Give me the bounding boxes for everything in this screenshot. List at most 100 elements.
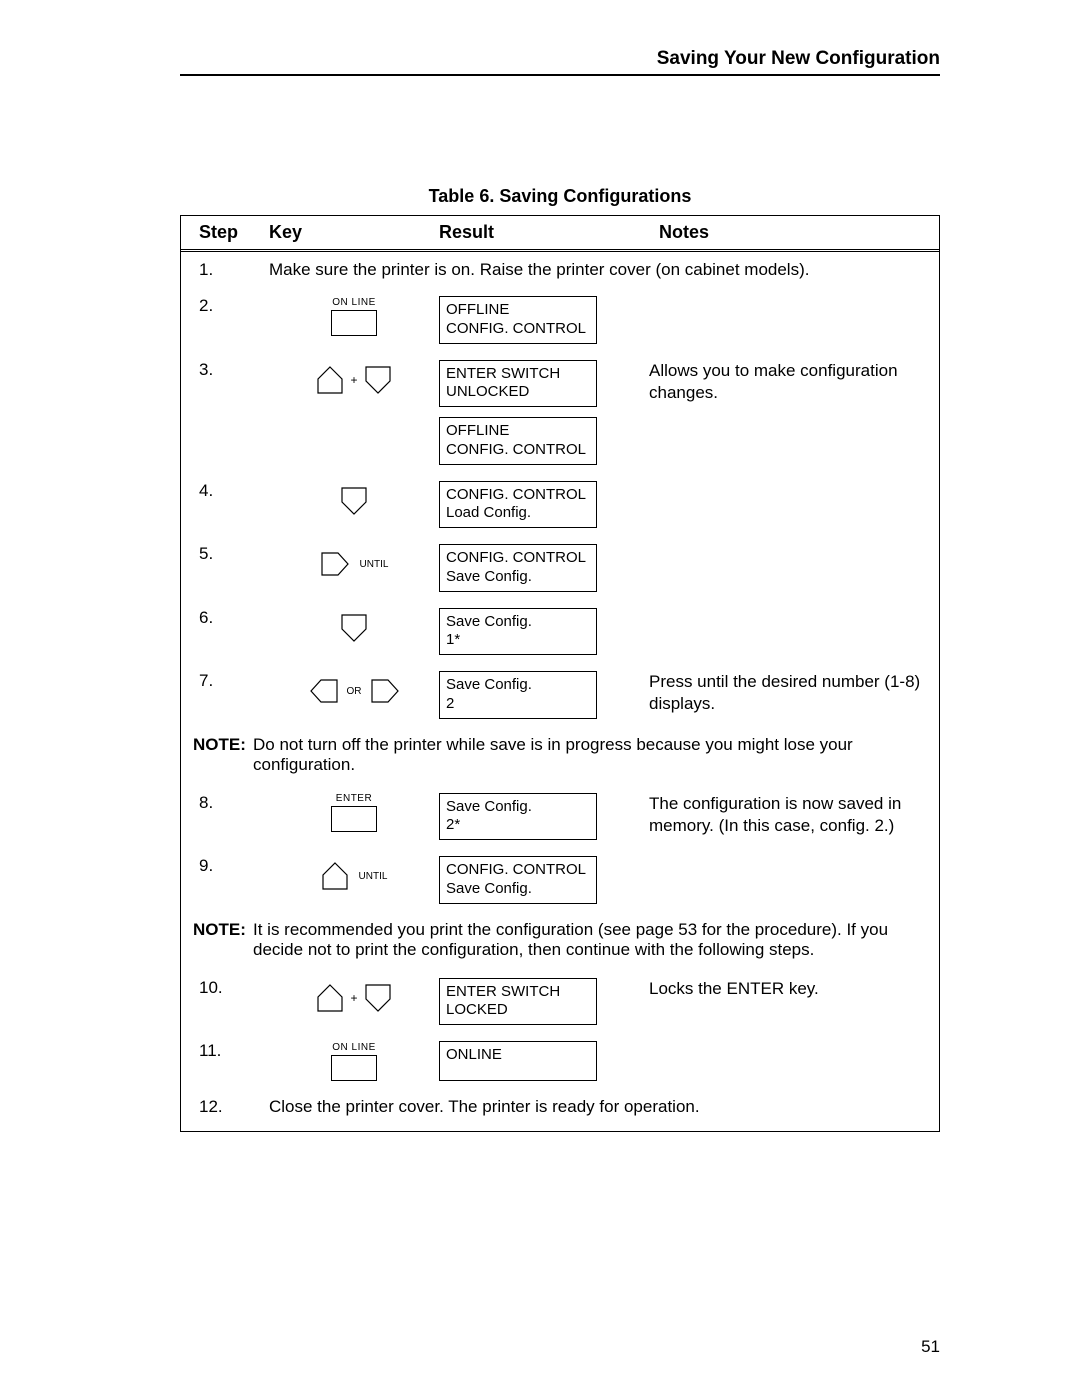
- step-number: 8.: [181, 793, 269, 813]
- note-label: NOTE:: [193, 920, 253, 960]
- down-key-icon: [340, 613, 368, 643]
- up-key-icon: [316, 365, 344, 395]
- note-row: NOTE: It is recommended you print the co…: [181, 912, 939, 970]
- key-cell: UNTIL: [269, 544, 439, 584]
- key-label: ON LINE: [332, 297, 376, 308]
- down-key-icon: [364, 365, 392, 395]
- step-number: 1.: [181, 260, 269, 280]
- result-cell: ENTER SWITCH LOCKED: [439, 978, 649, 1026]
- result-cell: CONFIG. CONTROL Save Config.: [439, 544, 649, 592]
- table-row: 5. UNTIL CONFIG. CONTROL Save Config.: [181, 536, 939, 600]
- table-row: 6. Save Config. 1*: [181, 600, 939, 664]
- prev-key-icon: [309, 678, 339, 704]
- step-number: 12.: [181, 1097, 269, 1117]
- online-key-icon: ON LINE: [331, 1042, 377, 1081]
- up-plus-down-keys-icon: +: [316, 983, 391, 1013]
- key-label: ENTER: [336, 793, 372, 804]
- notes-cell: Locks the ENTER key.: [649, 978, 939, 1000]
- table-row: 1. Make sure the printer is on. Raise th…: [181, 252, 939, 288]
- key-cell: ON LINE: [269, 296, 439, 336]
- up-key-icon: [321, 861, 349, 891]
- col-header-key: Key: [269, 222, 439, 243]
- step-number: 6.: [181, 608, 269, 628]
- plus-label: +: [348, 991, 359, 1005]
- result-line: LOCKED: [446, 1001, 590, 1020]
- result-box: ENTER SWITCH UNLOCKED: [439, 360, 597, 408]
- note-row: NOTE: Do not turn off the printer while …: [181, 727, 939, 785]
- key-cell: ON LINE: [269, 1041, 439, 1081]
- note-text: Do not turn off the printer while save i…: [253, 735, 923, 775]
- result-box: Save Config. 1*: [439, 608, 597, 656]
- key-cell: +: [269, 360, 439, 400]
- col-header-result: Result: [439, 222, 649, 243]
- down-key-icon: [364, 983, 392, 1013]
- table-row: 9. UNTIL CONFIG. CONTROL Save Config.: [181, 848, 939, 912]
- table-caption: Table 6. Saving Configurations: [180, 186, 940, 207]
- result-line: CONFIG. CONTROL: [446, 441, 590, 460]
- table-row: 4. CONFIG. CONTROL Load Config.: [181, 473, 939, 537]
- table-row: 8. ENTER Save Config. 2* The configurati…: [181, 785, 939, 849]
- result-line: OFFLINE: [446, 301, 590, 320]
- prev-or-next-keys-icon: OR: [309, 678, 400, 704]
- step-number: 2.: [181, 296, 269, 316]
- note-label: NOTE:: [193, 735, 253, 775]
- key-label: ON LINE: [332, 1042, 376, 1053]
- note-text: It is recommended you print the configur…: [253, 920, 923, 960]
- rect-key-icon: [331, 310, 377, 336]
- result-line: ONLINE: [446, 1046, 590, 1065]
- result-box: OFFLINE CONFIG. CONTROL: [439, 296, 597, 344]
- result-line: CONFIG. CONTROL: [446, 549, 590, 568]
- up-plus-down-keys-icon: +: [316, 365, 391, 395]
- notes-cell: The configuration is now saved in memory…: [649, 793, 939, 837]
- up-key-icon: [316, 983, 344, 1013]
- key-cell: [269, 481, 439, 521]
- result-cell: CONFIG. CONTROL Save Config.: [439, 856, 649, 904]
- result-box: Save Config. 2: [439, 671, 597, 719]
- result-cell: CONFIG. CONTROL Load Config.: [439, 481, 649, 529]
- step-number: 9.: [181, 856, 269, 876]
- step-number: 5.: [181, 544, 269, 564]
- table-header-row: Step Key Result Notes: [181, 216, 939, 252]
- step-number: 10.: [181, 978, 269, 998]
- result-line: Save Config.: [446, 676, 590, 695]
- result-line: ENTER SWITCH: [446, 983, 590, 1002]
- result-cell: ONLINE: [439, 1041, 649, 1081]
- rect-key-icon: [331, 806, 377, 832]
- table-row: 7. OR Save Config. 2 Press until the des…: [181, 663, 939, 727]
- notes-cell: Press until the desired number (1-8) dis…: [649, 671, 939, 715]
- next-key-with-label-icon: UNTIL: [320, 551, 389, 577]
- step-number: 3.: [181, 360, 269, 380]
- header-title: Saving Your New Configuration: [657, 48, 940, 69]
- rect-key-icon: [331, 1055, 377, 1081]
- result-box: ONLINE: [439, 1041, 597, 1081]
- page: Saving Your New Configuration Table 6. S…: [0, 0, 1080, 1397]
- result-line: CONFIG. CONTROL: [446, 320, 590, 339]
- result-line: Save Config.: [446, 568, 590, 587]
- next-key-icon: [320, 551, 350, 577]
- key-label: UNTIL: [360, 559, 389, 570]
- result-cell: ENTER SWITCH UNLOCKED OFFLINE CONFIG. CO…: [439, 360, 649, 465]
- result-cell: Save Config. 2*: [439, 793, 649, 841]
- up-key-with-label-icon: UNTIL: [321, 861, 388, 891]
- key-label: OR: [347, 686, 362, 697]
- table-row: 3. + ENTER SWITCH UNLOCKED OFFLINE CONFI…: [181, 352, 939, 473]
- result-line: Save Config.: [446, 880, 590, 899]
- down-key-icon: [340, 486, 368, 516]
- key-cell: OR: [269, 671, 439, 711]
- step-text: Make sure the printer is on. Raise the p…: [269, 260, 939, 280]
- result-line: Save Config.: [446, 613, 590, 632]
- result-box: CONFIG. CONTROL Save Config.: [439, 856, 597, 904]
- table-row: 12. Close the printer cover. The printer…: [181, 1089, 939, 1131]
- step-text: Close the printer cover. The printer is …: [269, 1097, 939, 1117]
- result-line: OFFLINE: [446, 422, 590, 441]
- result-line: UNLOCKED: [446, 383, 590, 402]
- online-key-icon: ON LINE: [331, 297, 377, 336]
- result-cell: OFFLINE CONFIG. CONTROL: [439, 296, 649, 344]
- step-number: 7.: [181, 671, 269, 691]
- procedure-table: Step Key Result Notes 1. Make sure the p…: [180, 215, 940, 1132]
- next-key-icon: [370, 678, 400, 704]
- result-line: Load Config.: [446, 504, 590, 523]
- table-row: 2. ON LINE OFFLINE CONFIG. CONTROL: [181, 288, 939, 352]
- page-number: 51: [921, 1337, 940, 1357]
- result-cell: Save Config. 1*: [439, 608, 649, 656]
